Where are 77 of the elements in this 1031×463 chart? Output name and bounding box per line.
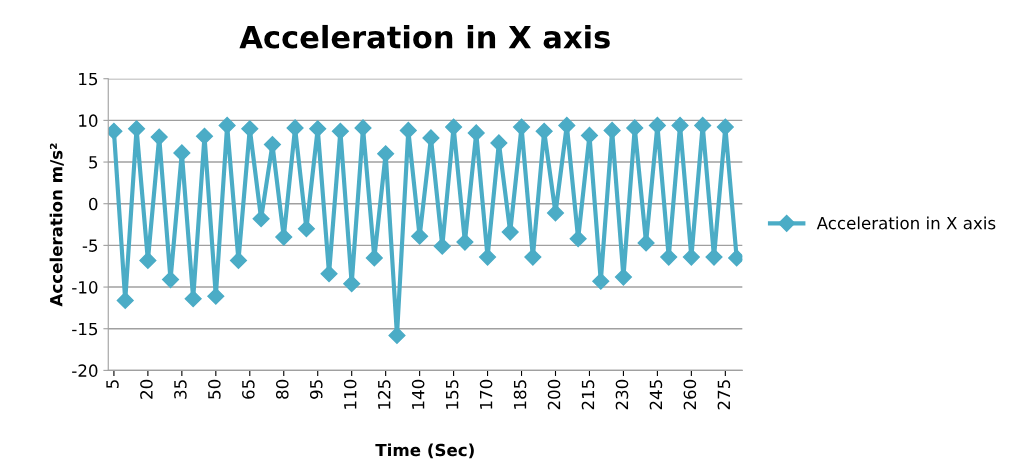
point bbox=[546, 204, 565, 222]
point bbox=[422, 129, 440, 147]
point bbox=[614, 268, 632, 286]
point bbox=[456, 233, 474, 251]
x-tick-label: 80 bbox=[275, 379, 289, 399]
point bbox=[580, 126, 599, 144]
x-tick-label: 20 bbox=[140, 379, 153, 399]
point bbox=[399, 121, 417, 139]
x-tick-label: 125 bbox=[377, 380, 391, 409]
y-tick-label: -15 bbox=[72, 322, 98, 336]
x-tick-label: 200 bbox=[547, 379, 561, 410]
y-tick-label: 0 bbox=[89, 197, 98, 211]
point bbox=[139, 251, 157, 269]
x-tick-label: 230 bbox=[615, 379, 629, 410]
x-tick-label: 35 bbox=[174, 380, 187, 399]
x-tick-label: 275 bbox=[717, 380, 731, 410]
x-tick-label: 245 bbox=[649, 380, 663, 410]
point bbox=[116, 291, 134, 309]
point bbox=[207, 287, 225, 305]
x-tick-label: 65 bbox=[242, 380, 255, 399]
point bbox=[331, 122, 349, 140]
point bbox=[512, 118, 531, 136]
point bbox=[603, 121, 621, 139]
point bbox=[241, 120, 259, 138]
point bbox=[173, 144, 191, 162]
point bbox=[286, 119, 304, 137]
point bbox=[716, 118, 734, 136]
y-tick-label: 10 bbox=[79, 114, 98, 127]
y-tick-label: 5 bbox=[89, 156, 98, 169]
x-tick-label: 155 bbox=[446, 380, 459, 409]
y-axis-title: Acceleration m/s² bbox=[49, 143, 64, 307]
point bbox=[275, 228, 293, 246]
x-tick-label: 50 bbox=[208, 379, 221, 399]
y-tick-label: -5 bbox=[82, 239, 98, 252]
point bbox=[343, 275, 361, 293]
point bbox=[195, 127, 214, 145]
x-axis-title: Time (Sec) bbox=[375, 443, 474, 459]
point bbox=[694, 116, 712, 134]
point bbox=[671, 116, 689, 134]
point bbox=[501, 223, 519, 241]
point bbox=[558, 116, 576, 134]
x-tick-label: 185 bbox=[513, 380, 527, 409]
x-tick-label: 95 bbox=[309, 380, 323, 399]
y-tick-label: -10 bbox=[72, 281, 98, 294]
point bbox=[150, 128, 168, 146]
point bbox=[535, 122, 553, 140]
point bbox=[705, 248, 723, 266]
x-tick-label: 170 bbox=[479, 379, 493, 409]
y-tick-label: -20 bbox=[72, 364, 98, 377]
point bbox=[626, 119, 644, 137]
point bbox=[569, 230, 587, 248]
point bbox=[297, 220, 315, 238]
point bbox=[524, 248, 542, 266]
y-tick-label: 15 bbox=[79, 72, 98, 86]
x-tick-label: 5 bbox=[106, 380, 119, 389]
point bbox=[490, 134, 508, 152]
point bbox=[218, 116, 236, 134]
point bbox=[592, 272, 610, 290]
legend-label: Acceleration in X axis bbox=[816, 216, 996, 230]
point bbox=[648, 116, 666, 134]
x-tick-label: 110 bbox=[343, 379, 357, 409]
x-tick-label: 260 bbox=[683, 379, 697, 410]
point bbox=[660, 248, 678, 266]
point bbox=[252, 210, 270, 228]
point bbox=[445, 118, 463, 136]
chart-title: Acceleration in X axis bbox=[239, 24, 610, 49]
x-tick-label: 215 bbox=[581, 380, 595, 410]
point bbox=[682, 248, 700, 266]
point bbox=[161, 271, 180, 289]
point bbox=[637, 234, 655, 252]
point bbox=[467, 124, 485, 142]
point bbox=[184, 290, 202, 308]
point bbox=[320, 265, 338, 283]
point bbox=[354, 119, 372, 137]
point bbox=[479, 248, 497, 266]
point bbox=[365, 249, 383, 267]
x-tick-label: 140 bbox=[411, 379, 425, 409]
